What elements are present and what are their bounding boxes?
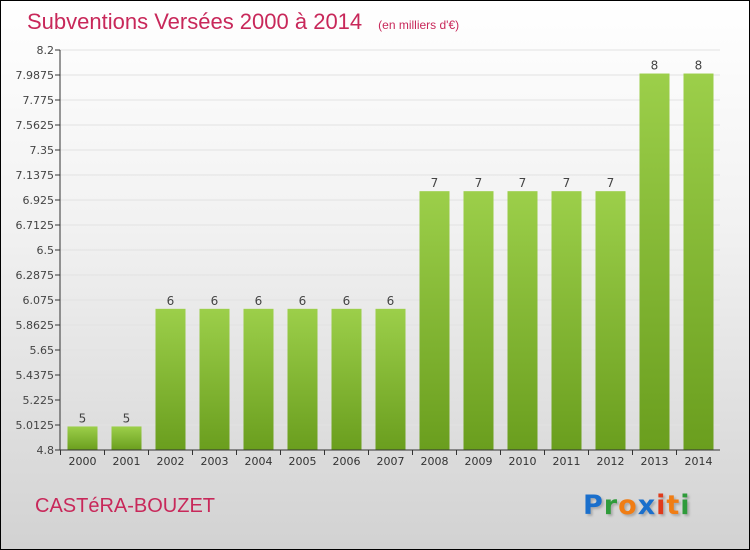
x-tick-label: 2008: [421, 455, 449, 468]
bar: [463, 191, 494, 451]
y-tick-label: 8.2: [37, 44, 55, 57]
chart-title: Subventions Versées 2000 à 2014: [27, 9, 363, 34]
y-tick-label: 5.8625: [16, 319, 55, 332]
bar: [639, 73, 670, 450]
bar: [111, 426, 142, 450]
data-label: 7: [431, 176, 439, 190]
data-label: 5: [79, 411, 87, 425]
y-tick-label: 5.0125: [16, 419, 55, 432]
bar: [287, 308, 318, 450]
x-tick-label: 2010: [509, 455, 537, 468]
y-tick-label: 7.775: [23, 94, 55, 107]
x-tick-label: 2002: [157, 455, 185, 468]
y-tick-label: 6.7125: [16, 219, 55, 232]
data-label: 6: [387, 294, 395, 308]
logo-letter: r: [603, 490, 619, 521]
y-tick-label: 7.35: [30, 144, 55, 157]
data-label: 5: [123, 411, 131, 425]
data-label: 6: [299, 294, 307, 308]
y-tick-label: 6.075: [23, 294, 55, 307]
y-tick-label: 6.2875: [16, 269, 55, 282]
x-tick-label: 2013: [641, 455, 669, 468]
data-label: 8: [651, 59, 659, 73]
logo-letter: i: [680, 490, 691, 521]
data-label: 6: [167, 294, 175, 308]
x-tick-label: 2004: [245, 455, 273, 468]
x-tick-label: 2000: [69, 455, 97, 468]
y-tick-label: 6.5: [37, 244, 55, 257]
y-tick-label: 7.1375: [16, 169, 55, 182]
bar: [507, 191, 538, 451]
bar: [67, 426, 98, 450]
logo-letter: i: [656, 490, 667, 521]
x-tick-label: 2009: [465, 455, 493, 468]
bar: [551, 191, 582, 451]
y-tick-label: 6.925: [23, 194, 55, 207]
bar: [243, 308, 274, 450]
bar: [419, 191, 450, 451]
x-tick-label: 2011: [553, 455, 581, 468]
bar: [155, 308, 186, 450]
data-label: 7: [607, 176, 615, 190]
logo-letter: t: [666, 490, 681, 521]
data-label: 8: [695, 59, 703, 73]
x-tick-label: 2003: [201, 455, 229, 468]
x-tick-label: 2001: [113, 455, 141, 468]
y-tick-label: 5.65: [30, 344, 55, 357]
y-tick-label: 7.9875: [16, 69, 55, 82]
bar: [595, 191, 626, 451]
data-label: 6: [343, 294, 351, 308]
logo-letter: o: [618, 490, 638, 521]
data-label: 6: [211, 294, 219, 308]
x-tick-label: 2005: [289, 455, 317, 468]
bar: [331, 308, 362, 450]
data-label: 7: [563, 176, 571, 190]
bar: [683, 73, 714, 450]
logo-letter: x: [637, 490, 657, 521]
x-tick-label: 2012: [597, 455, 625, 468]
y-tick-label: 5.225: [23, 394, 55, 407]
y-tick-label: 7.5625: [16, 119, 55, 132]
x-tick-label: 2006: [333, 455, 361, 468]
bar: [375, 308, 406, 450]
proxiti-logo: Proxiti: [583, 490, 691, 521]
unit-label: (en milliers d'€): [378, 18, 460, 32]
logo-letter: P: [583, 490, 604, 521]
commune-name: CASTéRA-BOUZET: [35, 495, 216, 517]
bar: [199, 308, 230, 450]
x-tick-label: 2014: [685, 455, 713, 468]
x-tick-label: 2007: [377, 455, 405, 468]
data-label: 7: [519, 176, 527, 190]
data-label: 7: [475, 176, 483, 190]
y-tick-label: 5.4375: [16, 369, 55, 382]
data-label: 6: [255, 294, 263, 308]
title-row: Subventions Versées 2000 à 2014 (en mill…: [27, 9, 459, 35]
y-tick-label: 4.8: [37, 444, 55, 457]
